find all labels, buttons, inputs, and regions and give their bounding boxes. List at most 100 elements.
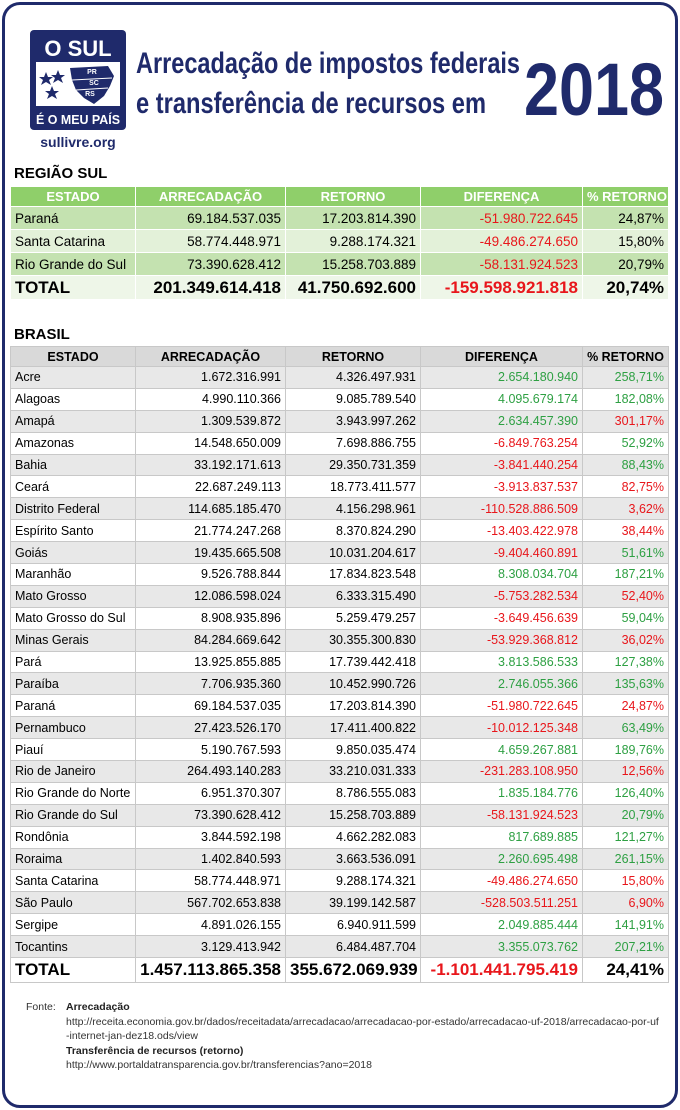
value-cell: 126,40% [582, 781, 669, 805]
state-cell: Sergipe [10, 913, 136, 937]
column-header: % RETORNO [582, 346, 669, 367]
table-row: Sergipe 4.891.026.155 6.940.911.599 2.049.8… [10, 913, 669, 937]
value-cell: 73.390.628.412 [135, 252, 286, 276]
value-cell: 1.309.539.872 [135, 409, 286, 433]
value-cell: 12.086.598.024 [135, 584, 286, 608]
value-cell: 1.457.113.865.358 [135, 957, 286, 984]
value-cell: 18.773.411.577 [285, 475, 421, 499]
value-cell: -58.131.924.523 [420, 252, 583, 276]
table-row: Paraíba 7.706.935.360 10.452.990.726 2.746.… [10, 672, 669, 696]
state-cell: Rondônia [10, 825, 136, 849]
state-cell: Piauí [10, 738, 136, 762]
value-cell: 41.750.692.600 [285, 275, 421, 300]
table-row: Amazonas 14.548.650.009 7.698.886.755 -6.84… [10, 431, 669, 455]
value-cell: 8.908.935.896 [135, 606, 286, 630]
value-cell: -53.929.368.812 [420, 628, 583, 652]
table-row: Pernambuco 27.423.526.170 17.411.400.822 -1… [10, 716, 669, 740]
state-cell: Rio Grande do Norte [10, 781, 136, 805]
value-cell: 355.672.069.939 [285, 957, 421, 984]
state-cell: Goiás [10, 541, 136, 565]
value-cell: 8.786.555.083 [285, 781, 421, 805]
value-cell: 4.662.282.083 [285, 825, 421, 849]
value-cell: -528.503.511.251 [420, 891, 583, 915]
value-cell: 7.706.935.360 [135, 672, 286, 696]
title-line1: Arrecadação de impostos federais [136, 47, 520, 80]
source: Fonte: Arrecadação http://receita.economi… [26, 1000, 661, 1073]
value-cell: 2.049.885.444 [420, 913, 583, 937]
value-cell: -5.753.282.534 [420, 584, 583, 608]
state-cell: Acre [10, 366, 136, 389]
value-cell: 39.199.142.587 [285, 891, 421, 915]
source-url: http://receita.economia.gov.br/dados/rec… [66, 1015, 659, 1043]
value-cell: -3.841.440.254 [420, 453, 583, 477]
value-cell: 3.129.413.942 [135, 935, 286, 959]
value-cell: 1.672.316.991 [135, 366, 286, 389]
table-regiao-sul: ESTADO ARRECADAÇÃO RETORNO DIFERENÇA% RETOR… [10, 186, 669, 300]
value-cell: 38,44% [582, 519, 669, 543]
column-header: DIFERENÇA [420, 186, 583, 207]
value-cell: 1.835.184.776 [420, 781, 583, 805]
table-row: Bahia 33.192.171.613 29.350.731.359 -3.841.… [10, 453, 669, 477]
value-cell: -1.101.441.795.419 [420, 957, 583, 984]
table-row: Paraná 69.184.537.035 17.203.814.390 -51.98… [10, 694, 669, 718]
column-header: ESTADO [10, 186, 136, 207]
value-cell: 207,21% [582, 935, 669, 959]
value-cell: 2.654.180.940 [420, 366, 583, 389]
value-cell: 30.355.300.830 [285, 628, 421, 652]
header: O SUL PR SC RS É O MEU PAÍS sullivre.org… [30, 30, 664, 150]
value-cell: 14.548.650.009 [135, 431, 286, 455]
table-row: Ceará 22.687.249.113 18.773.411.577 -3.913.… [10, 475, 669, 499]
value-cell: 301,17% [582, 409, 669, 433]
state-cell: Pernambuco [10, 716, 136, 740]
value-cell: 17.203.814.390 [285, 694, 421, 718]
table-row: São Paulo 567.702.653.838 39.199.142.587 -5… [10, 891, 669, 915]
table-row: TOTAL 1.457.113.865.358 355.672.069.939 -1.… [10, 957, 669, 984]
logo-state: SC [89, 80, 99, 87]
table-row: Paraná 69.184.537.035 17.203.814.390 -51.98… [10, 206, 669, 230]
value-cell: 4.156.298.961 [285, 497, 421, 521]
value-cell: -3.649.456.639 [420, 606, 583, 630]
value-cell: 9.850.035.474 [285, 738, 421, 762]
value-cell: 24,87% [582, 694, 669, 718]
logo-line2: É O MEU PAÍS [36, 112, 120, 127]
state-cell: Santa Catarina [10, 869, 136, 893]
value-cell: 59,04% [582, 606, 669, 630]
value-cell: 17.834.823.548 [285, 563, 421, 586]
logo-state: PR [87, 69, 97, 76]
column-header: ARRECADAÇÃO [135, 186, 286, 207]
value-cell: -49.486.274.650 [420, 229, 583, 253]
value-cell: 3.844.592.198 [135, 825, 286, 849]
column-header: RETORNO [285, 186, 421, 207]
value-cell: 58.774.448.971 [135, 229, 286, 253]
table-row: Acre 1.672.316.991 4.326.497.931 2.654.180.… [10, 366, 669, 389]
state-cell: Paraná [10, 694, 136, 718]
value-cell: 10.031.204.617 [285, 541, 421, 565]
value-cell: 7.698.886.755 [285, 431, 421, 455]
table-row: Maranhão 9.526.788.844 17.834.823.548 8.308… [10, 563, 669, 586]
value-cell: 82,75% [582, 475, 669, 499]
table-row: Roraima 1.402.840.593 3.663.536.091 2.260.6… [10, 847, 669, 871]
value-cell: 6.333.315.490 [285, 584, 421, 608]
value-cell: 63,49% [582, 716, 669, 740]
value-cell: 141,91% [582, 913, 669, 937]
value-cell: 22.687.249.113 [135, 475, 286, 499]
state-cell: Mato Grosso [10, 584, 136, 608]
value-cell: 121,27% [582, 825, 669, 849]
value-cell: 9.085.789.540 [285, 387, 421, 411]
value-cell: 33.210.031.333 [285, 760, 421, 783]
value-cell: 1.402.840.593 [135, 847, 286, 871]
table-brasil: ESTADO ARRECADAÇÃO RETORNO DIFERENÇA% RETOR… [10, 346, 669, 984]
state-cell: Paraná [10, 206, 136, 230]
table-row: Alagoas 4.990.110.366 9.085.789.540 4.095.6… [10, 387, 669, 411]
table-row: Distrito Federal 114.685.185.470 4.156.298… [10, 497, 669, 521]
value-cell: 21.774.247.268 [135, 519, 286, 543]
value-cell: 4.095.679.174 [420, 387, 583, 411]
value-cell: -13.403.422.978 [420, 519, 583, 543]
value-cell: 567.702.653.838 [135, 891, 286, 915]
value-cell: 20,74% [582, 275, 669, 300]
value-cell: 24,41% [582, 957, 669, 984]
value-cell: -49.486.274.650 [420, 869, 583, 893]
value-cell: 88,43% [582, 453, 669, 477]
table-row: Goiás 19.435.665.508 10.031.204.617 -9.404.… [10, 541, 669, 565]
value-cell: 8.308.034.704 [420, 563, 583, 586]
